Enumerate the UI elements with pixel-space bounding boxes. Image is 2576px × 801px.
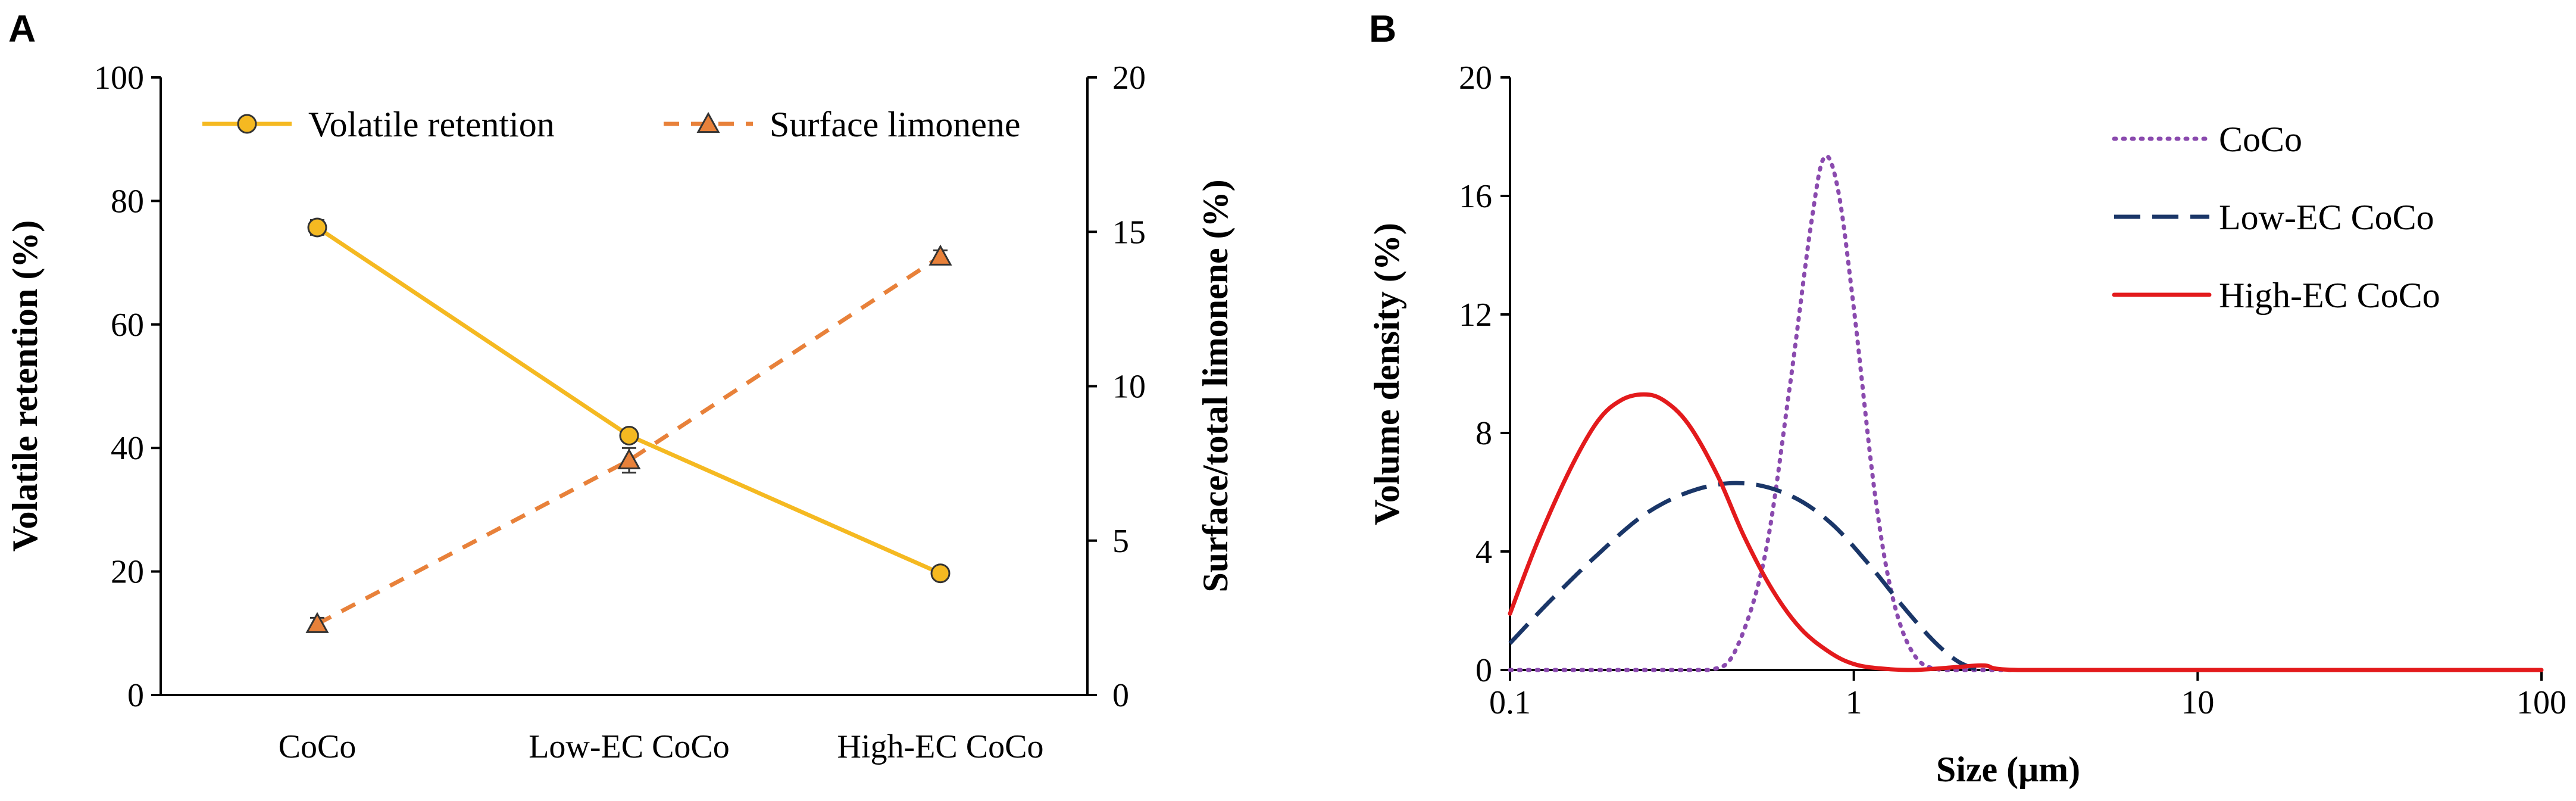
chart-b-ytick-label: 12	[1459, 297, 1492, 334]
chart-a-point-triangle	[305, 612, 329, 633]
chart-a-category-label: High-EC CoCo	[837, 728, 1044, 765]
chart-b-legend-label: Low-EC CoCo	[2219, 198, 2434, 237]
chart-b-ytick-label: 4	[1475, 534, 1492, 571]
chart-a-series-line-1	[316, 254, 942, 626]
chart-a-ytick-label: 20	[111, 554, 144, 591]
chart-b-xtick-label: 100	[2516, 684, 2566, 721]
chart-b-legend-label: CoCo	[2219, 120, 2302, 159]
chart-a-y2tick-label: 10	[1112, 369, 1146, 406]
chart-a-point-circle	[307, 217, 327, 238]
chart-a-y2tick-label: 15	[1112, 214, 1146, 251]
chart-a-ytick-label: 60	[111, 307, 144, 344]
chart-a-legend-marker-triangle	[696, 111, 720, 133]
chart-a-ylabel: Volatile retention (%)	[5, 220, 45, 552]
chart-a-ytick-label: 40	[111, 430, 144, 467]
chart-b-series-curve-1	[1508, 481, 1979, 672]
panel-b-label: B	[1369, 7, 1396, 50]
chart-b-legend-label: High-EC CoCo	[2219, 276, 2440, 315]
chart-a-y2tick-label: 20	[1112, 60, 1146, 96]
chart-a-y2tick-label: 5	[1112, 523, 1129, 560]
chart-a-point-circle	[930, 563, 951, 584]
chart-b-xtick-label: 1	[1846, 684, 1862, 721]
chart-a-point-triangle	[617, 448, 641, 470]
chart-a-series-line-0	[316, 226, 942, 575]
chart-b-xtick-label: 10	[2181, 684, 2214, 721]
chart-a-ytick-label: 100	[94, 60, 144, 96]
chart-a-category-label: Low-EC CoCo	[529, 728, 730, 765]
chart-b-size-distribution: 0 4 8 12 16 20 0.1 1 10 100 Size (μm) Volume densit…	[1367, 60, 2566, 789]
chart-a-y2tick-label: 0	[1112, 677, 1129, 714]
chart-b-series-curve-2	[1508, 392, 2544, 672]
chart-a-legend-label: Surface limonene	[770, 105, 1021, 144]
panel-a-label: A	[8, 7, 36, 50]
chart-b-ytick-label: 0	[1475, 652, 1492, 689]
chart-a-legend-marker-circle	[237, 114, 257, 134]
chart-b-xlabel: Size (μm)	[1936, 750, 2080, 789]
chart-b-ytick-label: 16	[1459, 178, 1492, 215]
chart-a-point-circle	[619, 425, 639, 445]
chart-a-legend-label: Volatile retention	[308, 105, 555, 144]
chart-a-category-label: CoCo	[279, 728, 357, 765]
chart-a-ytick-label: 0	[127, 677, 144, 714]
chart-a-y2label: Surface/total limonene (%)	[1196, 179, 1235, 592]
chart-b-ylabel: Volume density (%)	[1367, 223, 1406, 525]
chart-b-xtick-label: 0.1	[1489, 684, 1531, 721]
chart-b-ytick-label: 20	[1459, 60, 1492, 96]
chart-b-ytick-label: 8	[1475, 415, 1492, 452]
chart-a-retention-limonene: 0 20 40 60 80 100 0 5 10 15 20 CoCo Low-EC CoCo High-…	[5, 60, 1235, 765]
chart-a-point-triangle	[929, 244, 952, 266]
chart-a-ytick-label: 80	[111, 183, 144, 220]
